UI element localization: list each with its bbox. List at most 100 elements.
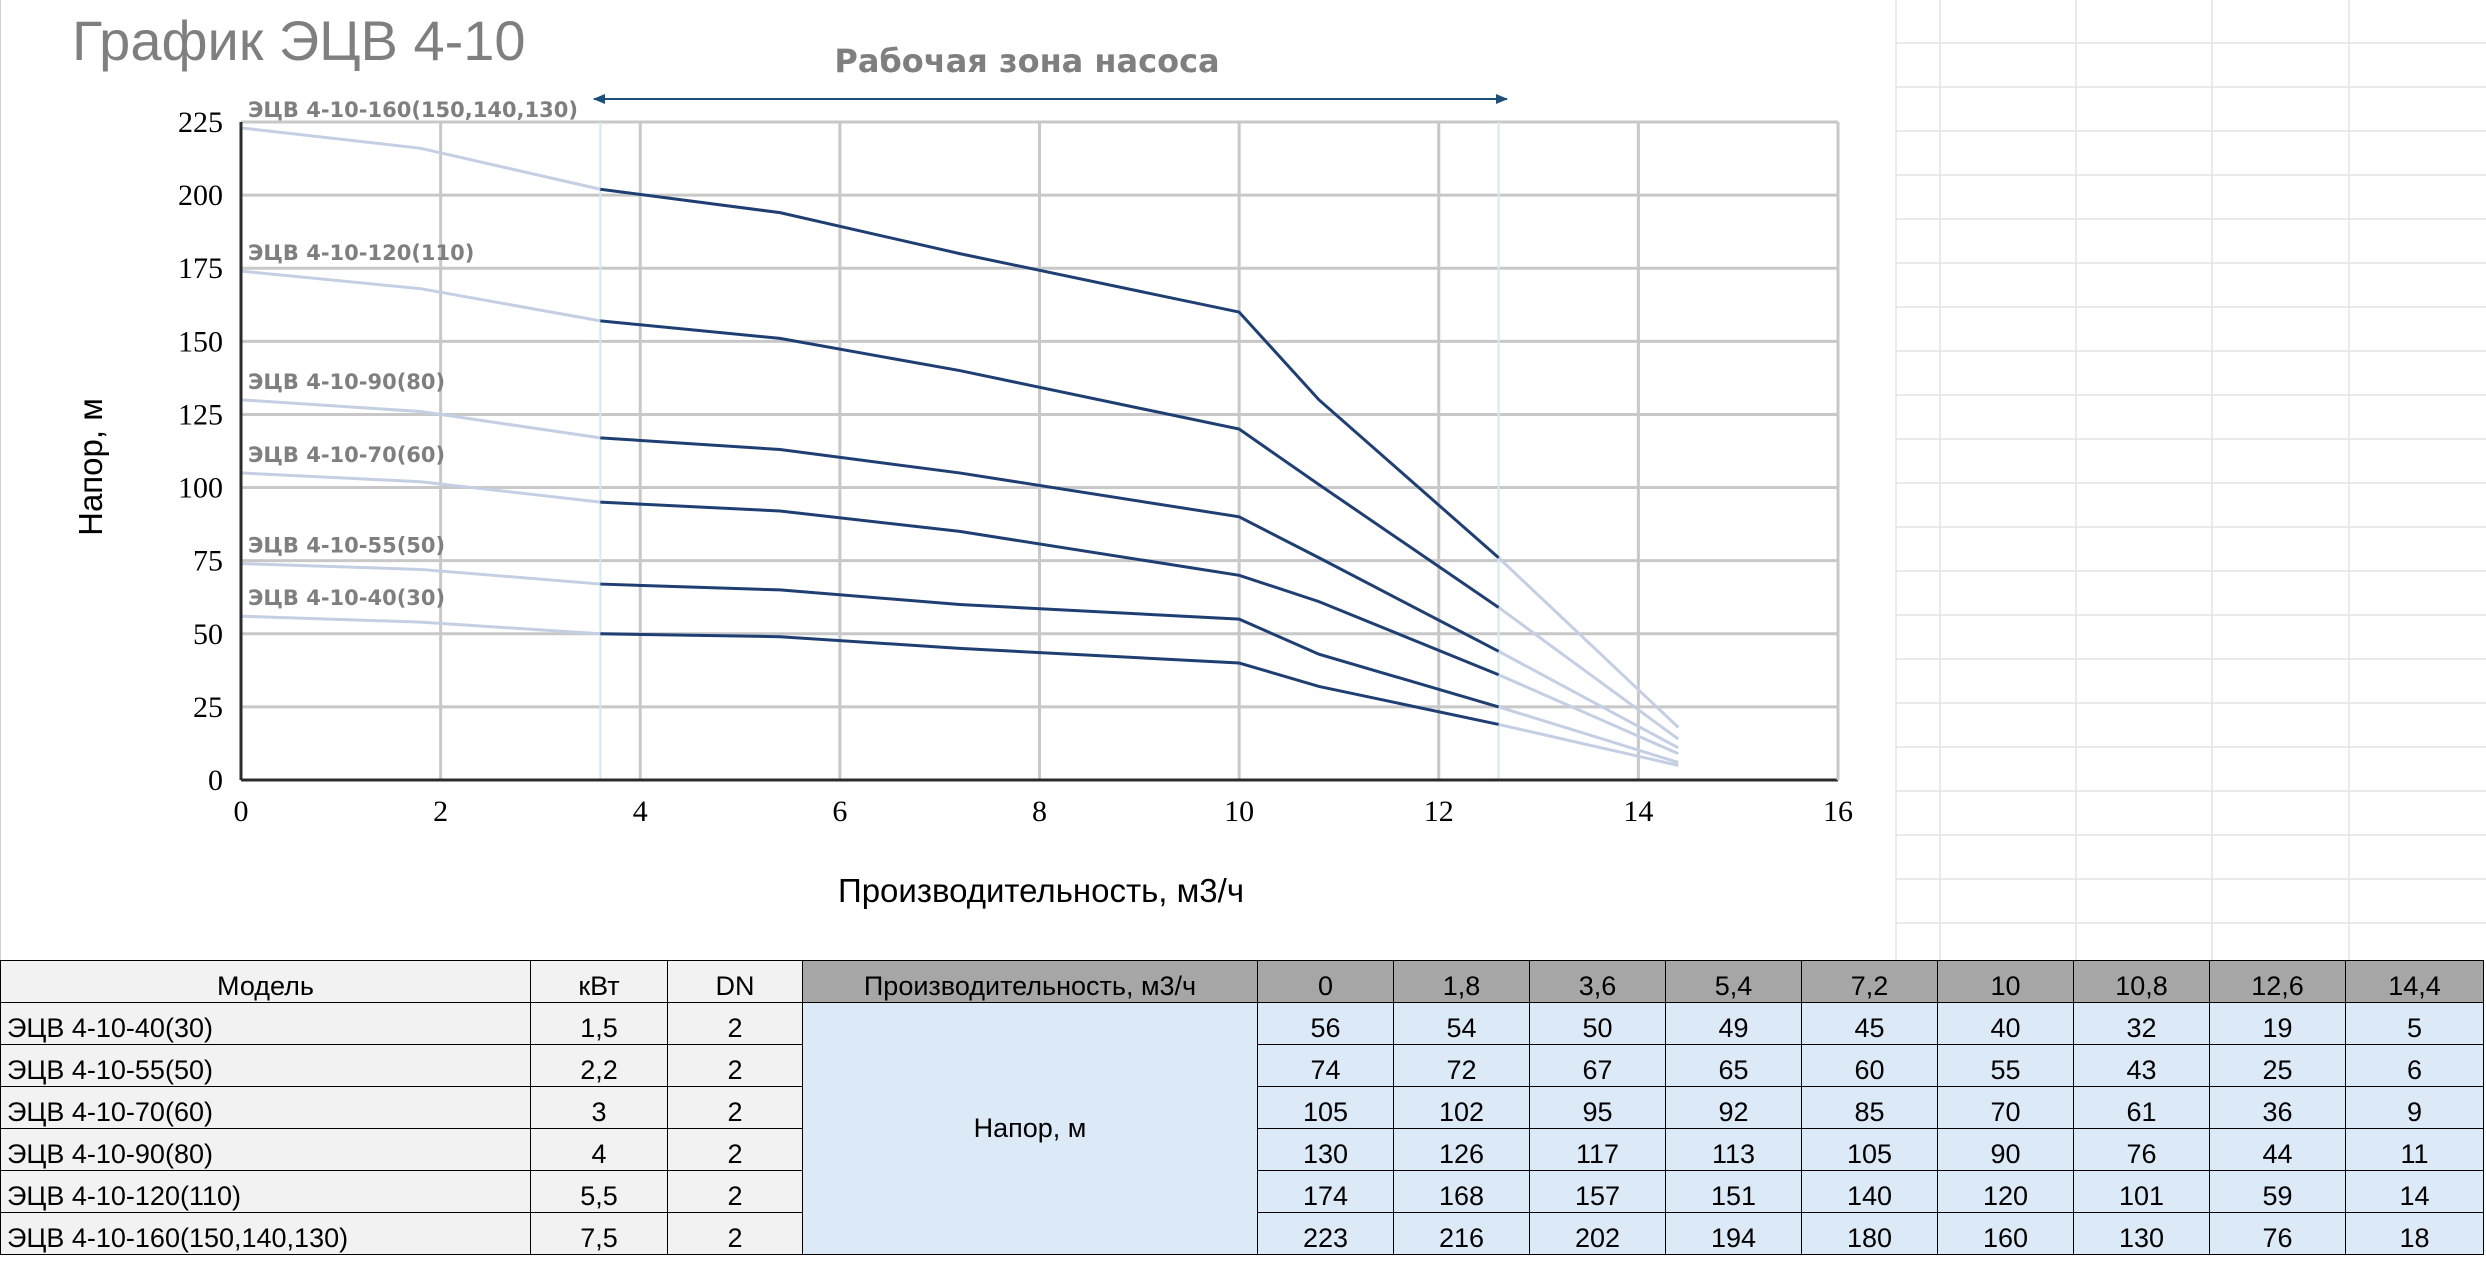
- model-cell: ЭЦВ 4-10-90(80): [0, 1128, 531, 1171]
- head-value-cell: 130: [1257, 1128, 1394, 1171]
- model-cell: ЭЦВ 4-10-70(60): [0, 1086, 531, 1129]
- head-value-cell: 113: [1665, 1128, 1802, 1171]
- series-label: ЭЦВ 4-10-90(80): [248, 370, 445, 394]
- table-row: ЭЦВ 4-10-55(50) 2,2 2 74 72 67 65 60 55 43 25 6: [0, 1044, 2484, 1087]
- head-value-cell: 32: [2073, 1002, 2210, 1045]
- series-line-outer-right: [1497, 556, 1680, 729]
- head-value-cell: 60: [1801, 1044, 1938, 1087]
- y-tick-label: 75: [193, 545, 223, 578]
- head-value-cell: 202: [1529, 1212, 1666, 1255]
- head-value-cell: 67: [1529, 1044, 1666, 1087]
- head-value-cell: 223: [1257, 1212, 1394, 1255]
- header-dn: DN: [667, 960, 803, 1003]
- chart-title: График ЭЦВ 4-10: [72, 9, 526, 72]
- series-line-working-zone: [600, 187, 1500, 559]
- kw-cell: 2,2: [530, 1044, 668, 1087]
- table-header-row: Модель кВт DN Производительность, м3/ч 0…: [0, 960, 2484, 1003]
- head-value-cell: 174: [1257, 1170, 1394, 1213]
- dn-cell: 2: [667, 1086, 803, 1129]
- head-value-cell: 59: [2209, 1170, 2346, 1213]
- x-tick-label: 16: [1823, 795, 1853, 828]
- dn-cell: 2: [667, 1002, 803, 1045]
- model-cell: ЭЦВ 4-10-160(150,140,130): [0, 1212, 531, 1255]
- series-line-outer-right: [1497, 606, 1680, 741]
- head-value-cell: 55: [1937, 1044, 2074, 1087]
- series-line-working-zone: [600, 632, 1499, 726]
- head-value-cell: 157: [1529, 1170, 1666, 1213]
- head-value-cell: 140: [1801, 1170, 1938, 1213]
- series-line-outer-right: [1497, 650, 1680, 750]
- kw-cell: 1,5: [530, 1002, 668, 1045]
- head-value-cell: 5: [2345, 1002, 2484, 1045]
- spreadsheet-grid: [0, 0, 2486, 960]
- head-value-cell: 120: [1937, 1170, 2074, 1213]
- y-tick-label: 125: [178, 398, 223, 431]
- series-label: ЭЦВ 4-10-160(150,140,130): [248, 98, 578, 122]
- model-cell: ЭЦВ 4-10-55(50): [0, 1044, 531, 1087]
- head-value-cell: 43: [2073, 1044, 2210, 1087]
- series-line-outer-right: [1498, 722, 1679, 767]
- head-value-cell: 126: [1393, 1128, 1530, 1171]
- head-value-cell: 65: [1665, 1044, 1802, 1087]
- working-zone-label: Рабочая зона насоса: [834, 42, 1219, 80]
- header-flow-value: 10: [1937, 960, 2074, 1003]
- series-line-working-zone: [600, 582, 1500, 709]
- head-value-cell: 44: [2209, 1128, 2346, 1171]
- head-value-cell: 50: [1529, 1002, 1666, 1045]
- series-line-outer-left: [240, 126, 601, 191]
- head-value-cell: 18: [2345, 1212, 2484, 1255]
- head-value-cell: 180: [1801, 1212, 1938, 1255]
- kw-cell: 7,5: [530, 1212, 668, 1255]
- x-tick-label: 2: [433, 795, 448, 828]
- x-tick-label: 8: [1032, 795, 1047, 828]
- head-value-cell: 61: [2073, 1086, 2210, 1129]
- series-line-outer-right: [1498, 673, 1679, 756]
- head-value-cell: 105: [1801, 1128, 1938, 1171]
- series-line-working-zone: [600, 319, 1500, 609]
- x-tick-label: 12: [1424, 795, 1454, 828]
- header-flow-value: 7,2: [1801, 960, 1938, 1003]
- head-value-cell: 151: [1665, 1170, 1802, 1213]
- header-kw: кВт: [530, 960, 668, 1003]
- head-value-cell: 74: [1257, 1044, 1394, 1087]
- series-line-outer-left: [240, 398, 601, 440]
- head-value-cell: 76: [2073, 1128, 2210, 1171]
- table-row: ЭЦВ 4-10-40(30) 1,5 2 Напор, м 56 54 50 49 45 40 3…: [0, 1002, 2484, 1255]
- head-value-cell: 56: [1257, 1002, 1394, 1045]
- series-line-outer-left: [240, 269, 601, 323]
- y-tick-label: 200: [178, 179, 223, 212]
- x-tick-label: 10: [1224, 795, 1254, 828]
- series-label: ЭЦВ 4-10-120(110): [248, 241, 474, 265]
- header-flow-value: 0: [1257, 960, 1394, 1003]
- y-tick-label: 25: [193, 691, 223, 724]
- head-value-cell: 117: [1529, 1128, 1666, 1171]
- header-model: Модель: [0, 960, 531, 1003]
- header-flow-value: 10,8: [2073, 960, 2210, 1003]
- series-line-outer-left: [240, 471, 601, 504]
- head-value-cell: 11: [2345, 1128, 2484, 1171]
- head-value-cell: 90: [1937, 1128, 2074, 1171]
- header-flow-value: 1,8: [1393, 960, 1530, 1003]
- head-value-cell: 105: [1257, 1086, 1394, 1129]
- y-tick-label: 0: [208, 764, 223, 797]
- header-flow-value: 5,4: [1665, 960, 1802, 1003]
- y-tick-label: 225: [178, 106, 223, 139]
- y-tick-label: 100: [178, 472, 223, 505]
- x-tick-label: 6: [832, 795, 847, 828]
- y-tick-label: 150: [178, 325, 223, 358]
- y-tick-label: 50: [193, 618, 223, 651]
- table-row: ЭЦВ 4-10-120(110) 5,5 2 174 168 157 151 140 120 1…: [0, 1170, 2484, 1213]
- head-value-cell: 70: [1937, 1086, 2074, 1129]
- model-cell: ЭЦВ 4-10-120(110): [0, 1170, 531, 1213]
- header-flow-value: 12,6: [2209, 960, 2346, 1003]
- head-value-cell: 54: [1393, 1002, 1530, 1045]
- kw-cell: 4: [530, 1128, 668, 1171]
- head-value-cell: 168: [1393, 1170, 1530, 1213]
- model-cell: ЭЦВ 4-10-40(30): [0, 1002, 531, 1045]
- pump-data-table: Модель кВт DN Производительность, м3/ч 0…: [0, 960, 2484, 1255]
- head-value-cell: 76: [2209, 1212, 2346, 1255]
- x-tick-label: 4: [633, 795, 648, 828]
- head-value-cell: 40: [1937, 1002, 2074, 1045]
- y-axis-title: Напор, м: [72, 398, 109, 536]
- header-flow-value: 14,4: [2345, 960, 2484, 1003]
